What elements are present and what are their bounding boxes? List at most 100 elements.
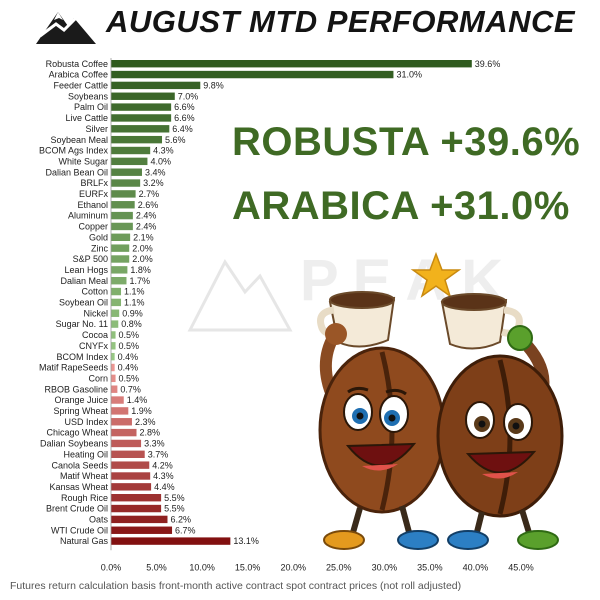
value-label: 2.4% (136, 222, 157, 232)
bar (111, 396, 124, 404)
watermark-mountain-icon (187, 259, 293, 332)
value-label: 31.0% (396, 70, 422, 80)
bar (111, 135, 163, 144)
bar (111, 103, 172, 111)
value-label: 5.5% (164, 493, 185, 503)
value-label: 4.3% (153, 146, 174, 156)
category-label: Kansas Wheat (49, 482, 108, 492)
value-label: 39.6% (475, 59, 501, 69)
value-label: 2.0% (132, 243, 153, 253)
left-bean-character (318, 346, 446, 514)
x-tick-label: 20.0% (280, 562, 306, 572)
bar (111, 298, 122, 307)
category-label: Cocoa (82, 330, 108, 340)
value-label: 1.1% (124, 287, 145, 297)
bar (111, 168, 142, 176)
value-label: 0.4% (118, 363, 139, 373)
category-label: Matif RapeSeeds (39, 363, 109, 373)
category-label: Soybeans (68, 91, 109, 101)
bar (111, 526, 173, 534)
bar (111, 287, 122, 296)
bar (111, 81, 201, 90)
header: AUGUST MTD PERFORMANCE (0, 0, 600, 52)
category-label: BRLFx (80, 178, 108, 188)
category-label: Palm Oil (74, 102, 108, 112)
bar (111, 407, 129, 415)
x-tick-label: 5.0% (146, 562, 167, 572)
bar (111, 504, 162, 513)
star-icon (410, 251, 462, 298)
category-label: Soybean Oil (59, 298, 108, 308)
bar (111, 309, 120, 317)
bar (111, 352, 115, 361)
value-label: 3.7% (148, 449, 169, 459)
value-label: 5.6% (165, 135, 186, 145)
bar (111, 494, 162, 502)
category-label: Aluminum (68, 211, 108, 221)
bar (111, 439, 142, 448)
x-tick-label: 15.0% (235, 562, 261, 572)
bar (111, 342, 116, 350)
value-label: 6.7% (175, 525, 196, 535)
x-tick-label: 30.0% (372, 562, 398, 572)
value-label: 1.7% (129, 276, 150, 286)
value-label: 0.9% (122, 308, 143, 318)
bar (111, 363, 115, 372)
category-label: Nickel (83, 308, 108, 318)
category-label: Feeder Cattle (53, 81, 108, 91)
category-label: White Sugar (58, 156, 108, 166)
category-label: S&P 500 (73, 254, 108, 264)
x-tick-label: 0.0% (101, 562, 122, 572)
category-label: Ethanol (77, 200, 108, 210)
category-label: Brent Crude Oil (46, 504, 108, 514)
x-tick-label: 10.0% (189, 562, 215, 572)
bar (111, 157, 148, 166)
category-label: Copper (78, 222, 108, 232)
category-label: Orange Juice (54, 395, 108, 405)
category-label: Live Cattle (65, 113, 108, 123)
value-label: 0.5% (119, 330, 140, 340)
bar (111, 537, 231, 545)
bar (111, 266, 128, 274)
x-tick-label: 25.0% (326, 562, 352, 572)
bar (111, 331, 116, 339)
mountain-logo-icon (36, 10, 96, 44)
category-label: RBOB Gasoline (44, 384, 108, 394)
value-label: 2.0% (132, 254, 153, 264)
bar (111, 92, 175, 100)
category-label: Soybean Meal (50, 135, 108, 145)
value-label: 4.3% (153, 471, 174, 481)
bar (111, 320, 119, 328)
value-label: 2.1% (133, 232, 154, 242)
category-label: Sugar No. 11 (56, 319, 108, 329)
value-label: 4.4% (154, 482, 175, 492)
category-label: Heating Oil (63, 449, 108, 459)
category-label: Corn (88, 373, 108, 383)
bar (111, 418, 132, 426)
bar (111, 70, 394, 79)
category-label: Dalian Bean Oil (45, 167, 108, 177)
value-label: 0.5% (119, 341, 140, 351)
value-label: 2.3% (135, 417, 156, 427)
category-label: BCOM Index (56, 352, 108, 362)
footnote: Futures return calculation basis front-m… (10, 580, 462, 592)
value-label: 9.8% (203, 81, 224, 91)
value-label: 3.2% (143, 178, 164, 188)
value-label: 1.1% (124, 298, 145, 308)
value-label: 2.8% (140, 428, 161, 438)
category-label: Silver (85, 124, 108, 134)
value-label: 2.6% (138, 200, 159, 210)
x-tick-label: 45.0% (508, 562, 534, 572)
category-label: Robusta Coffee (46, 59, 108, 69)
bar (111, 374, 116, 383)
value-label: 1.8% (130, 265, 151, 275)
bar (111, 179, 141, 187)
category-label: Oats (89, 515, 109, 525)
value-label: 2.7% (139, 189, 160, 199)
category-label: EURFx (79, 189, 108, 199)
x-tick-label: 40.0% (463, 562, 489, 572)
value-label: 6.4% (172, 124, 193, 134)
bar (111, 233, 131, 241)
value-label: 3.3% (144, 439, 165, 449)
value-label: 6.6% (174, 102, 195, 112)
